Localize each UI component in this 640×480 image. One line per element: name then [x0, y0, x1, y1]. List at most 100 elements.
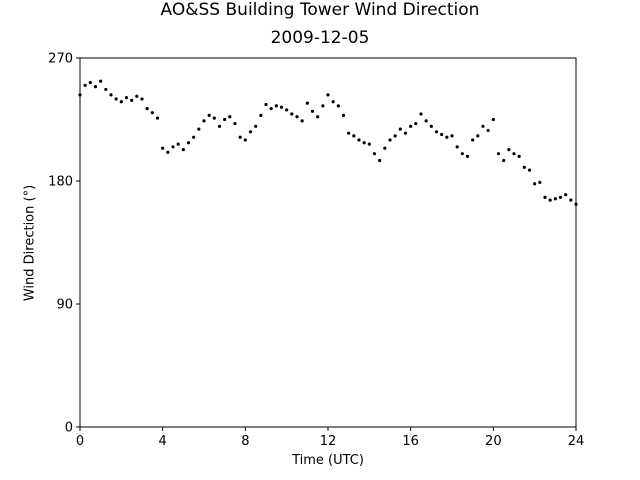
- data-point: [316, 115, 320, 119]
- data-point: [347, 131, 351, 135]
- data-point: [471, 138, 475, 142]
- data-point: [357, 138, 361, 142]
- data-point: [512, 152, 516, 156]
- data-point: [455, 145, 459, 149]
- data-point: [414, 122, 418, 126]
- x-tick-label: 24: [568, 434, 585, 449]
- data-point: [434, 130, 439, 134]
- data-point: [341, 113, 346, 117]
- data-point: [290, 112, 294, 116]
- data-point: [362, 141, 366, 145]
- data-point: [491, 117, 495, 122]
- x-axis-label: Time (UTC): [292, 453, 364, 468]
- data-point: [460, 152, 464, 156]
- y-tick-label: 90: [56, 298, 73, 313]
- data-point: [440, 132, 444, 137]
- x-tick-label: 16: [402, 434, 419, 449]
- data-point: [331, 100, 335, 104]
- data-point: [543, 195, 547, 199]
- data-point: [388, 138, 392, 142]
- data-point: [305, 101, 309, 105]
- data-point: [259, 113, 263, 117]
- data-point: [326, 93, 330, 97]
- data-point: [212, 116, 216, 120]
- data-point: [88, 81, 92, 85]
- plot-frame: [79, 57, 577, 428]
- data-point: [450, 134, 454, 138]
- data-point: [254, 124, 258, 128]
- data-point: [233, 122, 237, 126]
- data-point: [223, 117, 227, 122]
- data-point: [269, 106, 273, 111]
- data-point: [424, 119, 428, 123]
- data-point: [166, 150, 170, 154]
- data-point: [83, 83, 87, 87]
- data-point: [476, 134, 480, 138]
- data-point: [124, 96, 129, 100]
- data-point: [527, 168, 532, 172]
- data-point: [393, 134, 397, 138]
- data-point: [279, 105, 284, 109]
- data-point: [445, 135, 449, 139]
- data-point: [295, 115, 299, 119]
- y-axis-label: Wind Direction (°): [22, 184, 38, 302]
- data-point: [109, 93, 113, 97]
- y-tick-label: 0: [65, 421, 73, 436]
- data-point: [558, 195, 563, 199]
- data-point: [243, 138, 247, 142]
- data-point: [367, 142, 371, 146]
- data-point: [419, 112, 423, 116]
- data-point: [553, 197, 557, 201]
- data-point: [119, 100, 123, 104]
- data-point: [171, 145, 175, 149]
- data-point: [192, 135, 196, 139]
- data-point: [300, 119, 304, 123]
- data-point: [522, 165, 526, 169]
- data-point: [161, 146, 165, 150]
- data-point: [248, 130, 253, 134]
- data-point: [274, 104, 278, 108]
- data-point: [238, 135, 242, 139]
- data-point: [538, 180, 542, 184]
- data-point: [228, 115, 232, 119]
- data-point: [378, 158, 382, 163]
- data-point: [176, 142, 180, 146]
- data-point: [569, 198, 573, 202]
- data-point: [517, 154, 521, 158]
- data-point: [481, 124, 485, 128]
- y-tick-label: 180: [48, 175, 73, 190]
- data-point: [130, 98, 134, 102]
- data-point: [310, 109, 315, 113]
- data-point: [186, 141, 191, 145]
- axis-ticks: 0 4 8 12 16 20 24 0 90 180 270: [48, 52, 584, 450]
- data-point: [93, 85, 98, 89]
- data-point: [99, 79, 103, 83]
- data-point: [372, 152, 377, 156]
- data-point: [533, 182, 537, 186]
- data-point: [145, 106, 149, 111]
- data-point: [507, 147, 511, 152]
- data-points: [78, 79, 578, 206]
- data-point: [383, 146, 387, 150]
- data-point: [217, 124, 222, 128]
- x-tick-label: 0: [76, 434, 84, 449]
- data-point: [321, 104, 325, 108]
- data-point: [264, 102, 268, 107]
- data-point: [409, 124, 413, 128]
- data-point: [398, 127, 402, 131]
- data-point: [202, 119, 206, 123]
- x-tick-label: 4: [159, 434, 167, 449]
- data-point: [150, 111, 154, 115]
- data-point: [486, 128, 490, 133]
- y-tick-label: 270: [48, 52, 73, 67]
- data-point: [429, 124, 433, 128]
- data-point: [135, 94, 139, 98]
- data-point: [502, 158, 506, 163]
- data-point: [197, 127, 201, 131]
- data-point: [352, 134, 356, 138]
- chart-subtitle: 2009-12-05: [270, 28, 370, 48]
- data-point: [114, 97, 118, 101]
- data-point: [207, 113, 211, 117]
- data-point: [140, 97, 144, 101]
